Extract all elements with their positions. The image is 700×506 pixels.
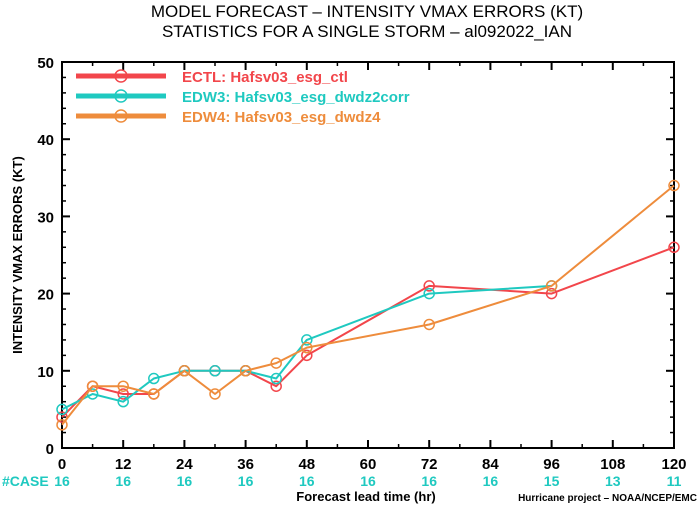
case-count: 11 xyxy=(667,473,682,489)
case-count: 16 xyxy=(299,473,315,489)
case-count-row: #CASE 16 16 16 16 16 16 16 16 15 13 11 xyxy=(2,473,682,489)
data-point xyxy=(423,287,435,300)
data-point xyxy=(117,395,129,408)
x-tick-label: 36 xyxy=(237,456,254,473)
data-point xyxy=(270,380,282,392)
case-count: 16 xyxy=(177,473,193,489)
x-tick-label: 0 xyxy=(58,456,66,473)
y-tick-label: 30 xyxy=(37,209,54,226)
y-tick-label: 40 xyxy=(37,132,54,149)
data-point xyxy=(301,341,313,354)
legend-label: ECTL: Hafsv03_esg_ctl xyxy=(182,69,348,86)
data-point xyxy=(209,388,221,400)
x-tick-label: 12 xyxy=(115,456,132,473)
data-point xyxy=(86,380,99,392)
y-tick-label: 20 xyxy=(37,287,54,304)
data-point xyxy=(301,334,313,346)
x-tick-label: 72 xyxy=(421,456,438,473)
series-line-1 xyxy=(61,246,675,418)
case-count: 16 xyxy=(115,473,131,489)
legend-marker xyxy=(114,109,128,123)
data-point xyxy=(301,349,313,362)
axes-layer: 0 10 20 30 40 50 0 12 24 36 48 60 72 84 96 108 120 xyxy=(37,55,686,473)
y-tick-label: 0 xyxy=(46,441,54,458)
data-point xyxy=(148,388,160,400)
x-tick-label: 48 xyxy=(298,456,315,473)
data-point xyxy=(423,318,435,331)
case-count: 16 xyxy=(238,473,254,489)
data-point xyxy=(148,372,160,385)
case-count: 16 xyxy=(421,473,437,489)
data-point xyxy=(270,372,282,385)
credit-text: Hurricane project – NOAA/NCEP/EMC xyxy=(518,493,697,504)
x-axis-label: Forecast lead time (hr) xyxy=(296,489,435,504)
legend-marker xyxy=(114,89,128,103)
x-tick-label: 108 xyxy=(600,456,625,473)
x-tick-label: 96 xyxy=(543,456,560,473)
data-point xyxy=(423,280,435,292)
case-row-label: #CASE xyxy=(2,473,49,489)
legend-marker xyxy=(114,69,128,83)
series-layer xyxy=(56,179,680,431)
data-point xyxy=(545,287,558,300)
x-tick-label: 84 xyxy=(482,456,499,473)
x-tick-label: 60 xyxy=(360,456,377,473)
series-line-2 xyxy=(61,284,552,411)
x-tick-label: 24 xyxy=(176,456,193,473)
y-axis-label: INTENSITY VMAX ERRORS (KT) xyxy=(10,156,25,354)
case-count: 15 xyxy=(544,473,560,489)
data-point xyxy=(178,365,191,377)
data-point xyxy=(545,280,558,292)
chart-title: MODEL FORECAST – INTENSITY VMAX ERRORS (… xyxy=(151,2,583,21)
data-point xyxy=(56,419,68,431)
data-point xyxy=(209,365,221,377)
data-point xyxy=(56,403,68,416)
case-count: 16 xyxy=(483,473,499,489)
case-count: 16 xyxy=(54,473,70,489)
legend-label: EDW4: Hafsv03_esg_dwdz4 xyxy=(182,109,381,126)
case-count: 13 xyxy=(605,473,621,489)
data-point xyxy=(117,380,129,392)
data-point xyxy=(668,241,680,254)
case-count: 16 xyxy=(360,473,376,489)
y-tick-label: 50 xyxy=(37,55,54,72)
legend-label: EDW3: Hafsv03_esg_dwdz2corr xyxy=(182,89,410,106)
data-point xyxy=(270,357,282,369)
chart-subtitle: STATISTICS FOR A SINGLE STORM – al092022… xyxy=(162,22,572,41)
data-point xyxy=(239,365,252,377)
data-point xyxy=(117,388,129,400)
legend: ECTL: Hafsv03_esg_ctl EDW3: Hafsv03_esg_d… xyxy=(76,69,410,126)
y-tick-label: 10 xyxy=(37,364,54,381)
data-point xyxy=(668,179,680,192)
x-tick-label: 120 xyxy=(661,456,686,473)
